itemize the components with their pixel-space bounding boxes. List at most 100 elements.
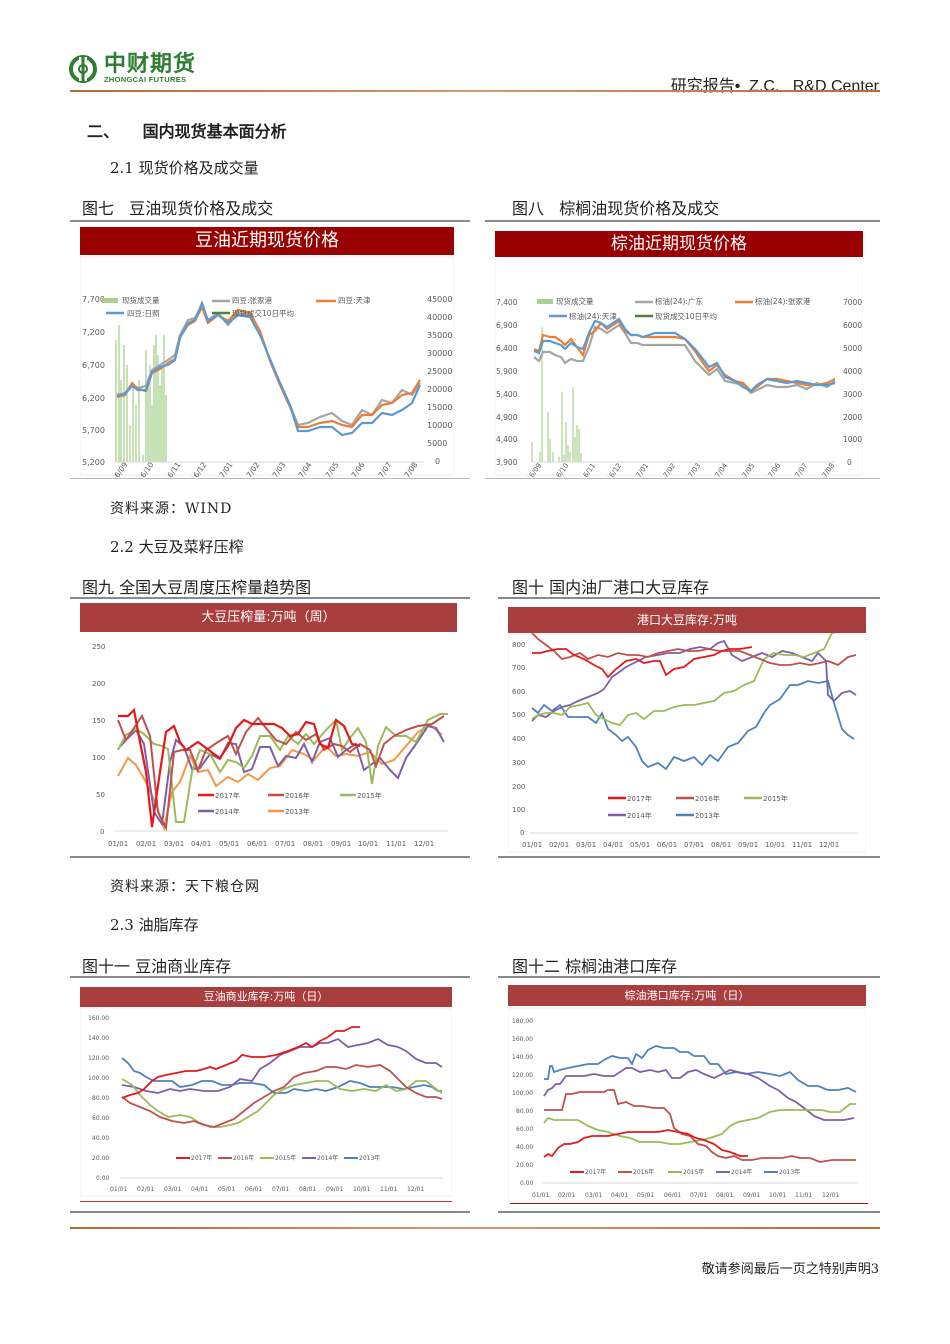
svg-text:40.00: 40.00 xyxy=(516,1144,533,1151)
section-heading: 二、 国内现货基本面分析 xyxy=(87,118,287,142)
y2-tick: 40000 xyxy=(427,313,452,322)
svg-text:4,400: 4,400 xyxy=(496,435,518,444)
svg-text:160.00: 160.00 xyxy=(88,1015,109,1022)
y-tick: 7,700 xyxy=(82,295,105,304)
svg-text:150: 150 xyxy=(92,717,105,725)
figure-divider xyxy=(485,478,880,479)
svg-text:2016年: 2016年 xyxy=(695,794,720,803)
figure-divider xyxy=(70,597,470,599)
svg-text:100.00: 100.00 xyxy=(512,1090,533,1097)
figure-divider xyxy=(70,856,470,858)
footer-disclaimer: 敬请参阅最后一页之特别声明3 xyxy=(702,1258,879,1277)
svg-text:7000: 7000 xyxy=(843,298,862,307)
figure-title: 棕榈油现货价格及成交 xyxy=(559,199,720,218)
svg-text:11/01: 11/01 xyxy=(380,1186,397,1193)
svg-text:04/01: 04/01 xyxy=(603,841,623,849)
series-2016 xyxy=(117,713,445,832)
svg-text:6,400: 6,400 xyxy=(496,344,518,353)
svg-text:06/01: 06/01 xyxy=(664,1192,681,1199)
svg-text:2015年: 2015年 xyxy=(357,791,382,800)
svg-text:80.00: 80.00 xyxy=(516,1108,533,1115)
svg-text:04/01: 04/01 xyxy=(191,840,211,848)
svg-text:11/01: 11/01 xyxy=(792,841,812,849)
svg-text:四豆:日照: 四豆:日照 xyxy=(127,309,160,318)
svg-text:2014年: 2014年 xyxy=(317,1154,338,1162)
figure-divider xyxy=(70,220,470,222)
svg-text:四豆:天津: 四豆:天津 xyxy=(338,296,371,305)
series-2016 xyxy=(531,632,857,667)
svg-text:2013年: 2013年 xyxy=(285,807,310,816)
svg-text:01/01: 01/01 xyxy=(108,840,128,848)
svg-text:800: 800 xyxy=(512,641,525,649)
svg-text:03/01: 03/01 xyxy=(164,840,184,848)
y-tick: 6,700 xyxy=(82,361,105,370)
svg-text:5,900: 5,900 xyxy=(496,367,518,376)
svg-text:05/01: 05/01 xyxy=(637,1192,654,1199)
svg-text:06/01: 06/01 xyxy=(247,840,267,848)
y2-tick: 5000 xyxy=(427,439,447,448)
svg-text:2015年: 2015年 xyxy=(683,1168,704,1176)
chart-legend: 现货成交量 四豆:张家港 四豆:天津 四豆:日照 现货成交10日平均 xyxy=(102,295,371,318)
chart-banner: 棕油港口库存:万吨（日） xyxy=(508,985,866,1006)
svg-text:160.00: 160.00 xyxy=(512,1036,533,1043)
y2-tick: 10000 xyxy=(427,421,452,430)
svg-text:120.00: 120.00 xyxy=(512,1072,533,1079)
svg-text:06/01: 06/01 xyxy=(657,841,677,849)
y-tick: 7,200 xyxy=(82,328,105,337)
svg-text:08/01: 08/01 xyxy=(303,840,323,848)
svg-text:08/01: 08/01 xyxy=(711,841,731,849)
palm-oil-port-inventory-chart: 棕油港口库存:万吨（日） 180.00 160.00 140.00 120.00… xyxy=(507,985,867,1202)
svg-text:10/01: 10/01 xyxy=(358,840,378,848)
y-tick: 5,700 xyxy=(82,426,105,435)
svg-text:2014年: 2014年 xyxy=(627,811,652,820)
chart-legend: 2017年 2016年 2015年 2014年 2013年 xyxy=(176,1154,380,1162)
port-soybean-inventory-chart: 港口大豆库存:万吨 800 700 600 500 400 300 200 10… xyxy=(507,607,867,853)
svg-text:现货成交量: 现货成交量 xyxy=(556,296,594,306)
chart-legend: 现货成交量 棕油(24):广东 棕油(24):张家港 棕油(24):天津 现货成… xyxy=(537,296,811,321)
svg-text:2017年: 2017年 xyxy=(627,794,652,803)
svg-text:6,900: 6,900 xyxy=(496,321,518,330)
figure-divider xyxy=(70,1211,470,1213)
series-2013 xyxy=(121,1057,442,1094)
report-header-label: 研究报告• Z.C. R&D Center xyxy=(670,78,879,95)
svg-text:40.00: 40.00 xyxy=(92,1135,109,1142)
svg-text:01/01: 01/01 xyxy=(110,1186,127,1193)
svg-text:11/01: 11/01 xyxy=(795,1192,812,1199)
svg-text:2013年: 2013年 xyxy=(779,1168,800,1176)
svg-text:1000: 1000 xyxy=(843,435,862,444)
chart-legend: 2017年 2016年 2015年 2014年 2013年 xyxy=(198,791,382,816)
y-tick: 6,200 xyxy=(82,394,105,403)
series-2013 xyxy=(531,679,855,771)
series-tianjin xyxy=(116,304,421,429)
svg-text:0.00: 0.00 xyxy=(520,1180,534,1187)
svg-text:20.00: 20.00 xyxy=(516,1162,533,1169)
svg-text:2013年: 2013年 xyxy=(695,811,720,820)
svg-text:4,900: 4,900 xyxy=(496,413,518,422)
chart-plot: 7,400 6,900 6,400 5,900 5,400 4,900 4,40… xyxy=(494,258,864,490)
svg-text:6000: 6000 xyxy=(843,321,862,330)
svg-text:50: 50 xyxy=(96,791,105,799)
chart-plot: 7,700 7,200 6,700 6,200 5,700 5,200 4500… xyxy=(79,256,455,491)
figure-label: 图八 xyxy=(512,199,545,218)
svg-text:2016年: 2016年 xyxy=(633,1168,654,1176)
subsection-2-1: 2.1 现货价格及成交量 xyxy=(110,159,259,177)
figure-12-caption: 图十二 棕榈油港口库存 xyxy=(512,957,678,976)
svg-text:7,400: 7,400 xyxy=(496,298,518,307)
svg-text:10/01: 10/01 xyxy=(765,841,785,849)
svg-text:02/01: 02/01 xyxy=(549,841,569,849)
series-2016 xyxy=(544,1089,856,1163)
svg-text:0: 0 xyxy=(847,458,852,467)
svg-text:11/01: 11/01 xyxy=(386,840,406,848)
y2-tick: 35000 xyxy=(427,331,452,340)
svg-text:09/01: 09/01 xyxy=(738,841,758,849)
soybean-oil-spot-price-chart: 豆油近期现货价格 7,700 7,200 6,700 6,200 5,700 5… xyxy=(79,227,455,491)
svg-text:180.00: 180.00 xyxy=(512,1018,533,1025)
svg-text:80.00: 80.00 xyxy=(92,1095,109,1102)
svg-text:60.00: 60.00 xyxy=(92,1115,109,1122)
svg-text:20.00: 20.00 xyxy=(92,1155,109,1162)
svg-text:棕油(24):天津: 棕油(24):天津 xyxy=(569,311,617,321)
svg-text:09/01: 09/01 xyxy=(331,840,351,848)
svg-text:02/01: 02/01 xyxy=(137,1186,154,1193)
series-2017 xyxy=(543,1129,748,1158)
svg-text:05/01: 05/01 xyxy=(630,841,650,849)
